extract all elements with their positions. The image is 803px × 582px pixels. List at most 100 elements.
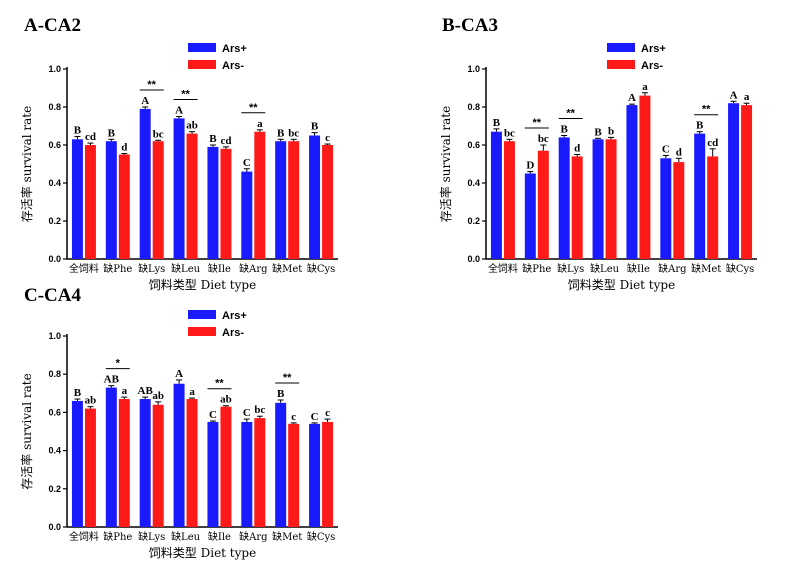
x-axis-label: 饲料类型 Diet type	[568, 278, 675, 292]
legend-label: Ars+	[222, 310, 247, 322]
bar-ars-plus	[275, 141, 287, 259]
x-tick-label: 缺Phe	[522, 262, 551, 275]
x-tick-label: 缺Leu	[171, 262, 201, 275]
significance-letter: D	[526, 160, 534, 172]
x-tick-label: 缺Arg	[658, 262, 687, 275]
significance-letter: c	[325, 132, 330, 144]
x-tick-label: 缺Arg	[239, 530, 268, 543]
significance-letter: ab	[152, 390, 164, 402]
significance-letter: c	[291, 411, 296, 423]
legend-label: Ars-	[222, 327, 244, 339]
bar-ars-minus	[322, 145, 334, 259]
bar-ars-minus	[673, 162, 685, 259]
legend-swatch	[188, 43, 216, 52]
bar-ars-plus	[490, 131, 502, 259]
significance-stars: **	[533, 117, 542, 129]
x-tick-label: 缺Ile	[208, 262, 231, 275]
bar-ars-plus	[173, 383, 185, 527]
bar-ars-plus	[207, 421, 219, 527]
y-tick-label: 0.2	[467, 216, 480, 226]
bar-ars-plus	[241, 171, 253, 259]
x-tick-label: 缺Cys	[307, 262, 335, 275]
significance-letter: bc	[538, 133, 549, 145]
significance-stars: **	[283, 372, 292, 384]
bar-ars-minus	[254, 131, 266, 259]
bar-ars-plus	[173, 118, 185, 260]
legend-label: Ars-	[641, 60, 663, 72]
bar-ars-minus	[503, 141, 515, 259]
significance-stars: **	[181, 89, 190, 101]
x-tick-label: 缺Met	[272, 530, 302, 543]
chart-panel-1: A-CA2 0.0 0.2 0.4 0.6 0.8 1.0 存活率 survival rate…	[19, 15, 338, 292]
bar-ars-minus	[186, 399, 198, 527]
bar-ars-minus	[639, 95, 651, 259]
significance-stars: *	[116, 358, 121, 370]
y-tick-label: 0.4	[48, 446, 61, 456]
y-tick-label: 0.0	[48, 254, 61, 264]
significance-letter: A	[175, 105, 183, 117]
y-tick-label: 0.4	[48, 178, 61, 188]
bar-ars-plus	[660, 158, 672, 259]
significance-letter: AB	[104, 374, 120, 386]
significance-letter: ab	[220, 394, 232, 406]
significance-letter: B	[277, 388, 285, 400]
significance-letter: bc	[254, 404, 265, 416]
significance-letter: B	[493, 117, 501, 129]
legend-swatch	[188, 327, 216, 336]
significance-letter: B	[696, 120, 704, 132]
bar-ars-plus	[558, 137, 570, 259]
significance-letter: C	[662, 143, 670, 155]
bar-ars-minus	[254, 418, 266, 527]
bar-ars-plus	[139, 108, 151, 260]
bar-ars-plus	[275, 402, 287, 527]
y-tick-label: 0.0	[48, 522, 61, 532]
significance-stars: **	[566, 108, 575, 120]
significance-letter: B	[561, 124, 569, 136]
significance-stars: **	[215, 378, 224, 390]
bar-ars-minus	[84, 145, 96, 259]
bar-ars-plus	[207, 146, 219, 259]
bar-ars-minus	[84, 408, 96, 527]
bar-ars-plus	[71, 400, 83, 527]
significance-letter: ab	[85, 395, 97, 407]
significance-letter: A	[141, 95, 149, 107]
chart-title: C-CA4	[24, 285, 81, 306]
significance-letter: B	[277, 127, 285, 139]
x-tick-label: 缺Lys	[138, 262, 165, 275]
significance-letter: c	[325, 407, 330, 419]
y-tick-label: 0.8	[467, 102, 480, 112]
x-tick-label: 缺Leu	[171, 530, 201, 543]
y-tick-label: 0.2	[48, 484, 61, 494]
bar-ars-plus	[105, 141, 117, 259]
bar-ars-plus	[728, 103, 740, 259]
significance-letter: d	[121, 142, 127, 154]
x-tick-label: 缺Met	[691, 262, 721, 275]
significance-letter: A	[730, 89, 738, 101]
bar-ars-minus	[118, 154, 130, 259]
y-tick-label: 0.0	[467, 254, 480, 264]
y-tick-label: 0.8	[48, 369, 61, 379]
significance-letter: B	[594, 126, 602, 138]
bar-ars-minus	[288, 423, 300, 527]
x-tick-label: 缺Phe	[103, 530, 132, 543]
legend-label: Ars-	[222, 60, 244, 72]
chart-panel-3: C-CA4 0.0 0.2 0.4 0.6 0.8 1.0 存活率 survival rate…	[19, 285, 338, 560]
significance-letter: B	[74, 124, 82, 136]
significance-letter: B	[108, 127, 116, 139]
legend-swatch	[607, 60, 635, 69]
legend-label: Ars+	[222, 43, 247, 55]
x-axis-label: 饲料类型 Diet type	[149, 278, 256, 292]
bar-ars-minus	[118, 399, 130, 527]
y-tick-label: 1.0	[48, 64, 61, 74]
bar-ars-minus	[220, 148, 232, 259]
significance-stars: **	[702, 104, 711, 116]
y-axis-label: 存活率 survival rate	[19, 106, 34, 222]
y-tick-label: 1.0	[467, 64, 480, 74]
significance-letter: bc	[288, 127, 299, 139]
significance-letter: d	[676, 146, 682, 158]
bar-ars-plus	[139, 399, 151, 527]
x-tick-label: 全饲料	[488, 262, 518, 275]
x-tick-label: 缺Leu	[590, 262, 620, 275]
significance-letter: bc	[153, 128, 164, 140]
